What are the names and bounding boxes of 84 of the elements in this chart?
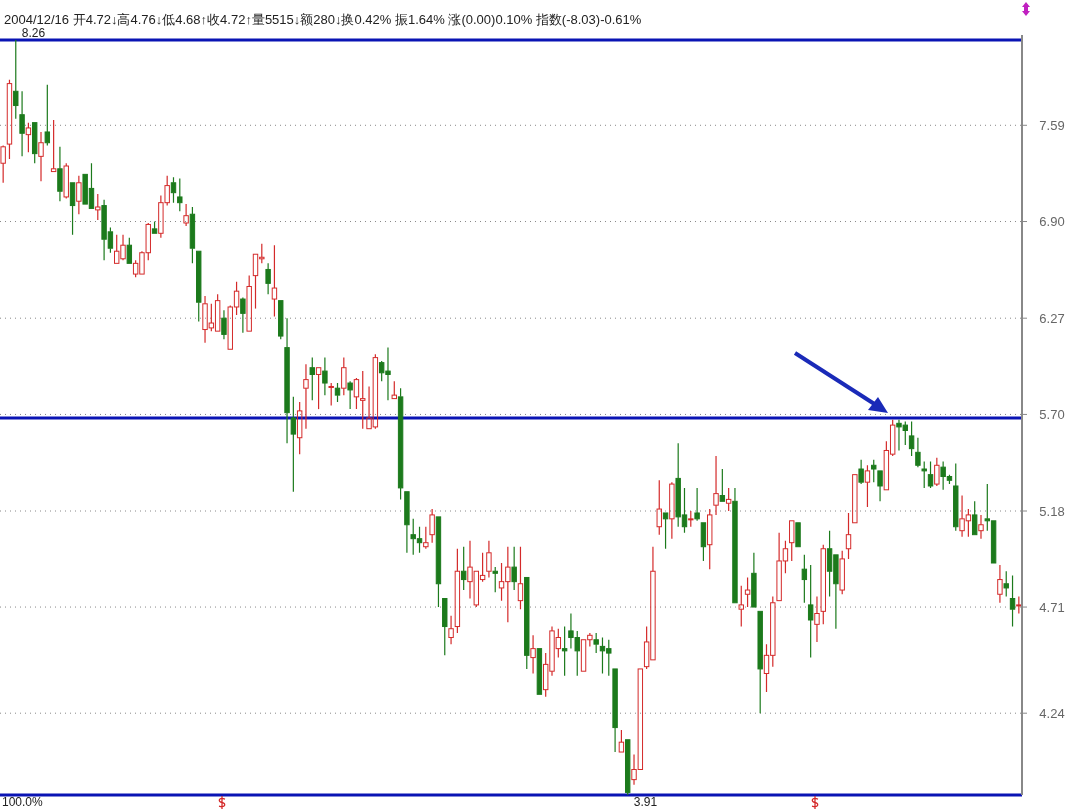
candlestick — [921, 460, 927, 489]
candlestick — [757, 610, 763, 714]
candlestick — [1003, 570, 1009, 597]
candlestick — [284, 317, 290, 444]
candlestick — [309, 357, 315, 401]
candlestick — [669, 481, 675, 540]
candlestick — [265, 262, 271, 295]
candlestick — [442, 598, 448, 656]
candlestick — [1009, 574, 1016, 628]
candlestick — [0, 146, 6, 184]
candlestick — [738, 585, 744, 628]
candlestick — [725, 487, 732, 512]
text: 100.0% — [2, 795, 44, 809]
candlestick — [448, 615, 454, 645]
candlestick — [38, 131, 44, 182]
candlestick — [732, 487, 738, 604]
candlestick — [814, 595, 820, 643]
y-tick-label: 5.70 — [1039, 406, 1065, 422]
candlestick — [347, 380, 353, 410]
candlestick — [290, 396, 297, 493]
candlestick — [296, 401, 303, 455]
candlestick — [76, 175, 82, 215]
candlestick — [744, 576, 751, 608]
candlestick — [183, 203, 189, 227]
candlestick — [694, 487, 700, 522]
candlestick — [177, 177, 183, 212]
y-tick-label: 5.18 — [1039, 503, 1065, 519]
candlestick — [511, 546, 517, 591]
candlestick — [997, 564, 1003, 604]
candlestick — [492, 566, 498, 593]
candlestick — [978, 514, 984, 540]
y-tick-label: 4.71 — [1039, 599, 1065, 615]
candlestick — [908, 420, 915, 457]
y-tick-label: 4.24 — [1039, 705, 1065, 721]
candlestick — [50, 119, 57, 173]
candlestick — [801, 554, 808, 604]
candlestick — [953, 462, 959, 532]
candlestick — [751, 552, 757, 608]
candlestick — [915, 437, 921, 468]
candlestick — [789, 520, 795, 562]
candlestick — [315, 367, 322, 410]
y-tick-label: 6.90 — [1039, 214, 1065, 230]
text: 2004/12/16 开4.72↓高4.76↓低4.68↑收4.72↑量5515↓额280↓换0.42% 振1.64% 涨(0.00)0.10% 指数(-8.03)-0.61% — [4, 12, 642, 27]
candlestick — [95, 193, 101, 221]
candlestick — [69, 182, 76, 236]
candlestick — [845, 512, 852, 560]
y-tick-label: 7.59 — [1039, 117, 1065, 133]
candlestick — [656, 479, 662, 536]
candlestick — [612, 668, 618, 753]
candlestick — [530, 634, 536, 675]
candlestick — [6, 79, 13, 160]
candlestick — [397, 387, 404, 500]
candlestick — [713, 455, 719, 516]
candlestick — [189, 206, 196, 264]
candlestick — [561, 625, 568, 677]
candlestick — [707, 508, 713, 570]
candlestick — [719, 468, 726, 502]
candlestick — [486, 540, 492, 579]
candlestick — [517, 546, 524, 610]
candlestick — [858, 459, 864, 485]
candlestick — [460, 546, 467, 591]
candlestick — [404, 491, 410, 554]
candlestick — [328, 382, 334, 407]
candlestick — [271, 244, 278, 318]
candlestick — [221, 309, 227, 340]
annotation: 8.26 — [21, 25, 46, 40]
candlestick — [19, 90, 25, 157]
candlestick — [662, 512, 669, 550]
candlestick — [360, 370, 366, 430]
candlestick — [44, 84, 51, 147]
candlestick — [322, 357, 328, 396]
candlestick — [13, 39, 19, 120]
candlestick — [871, 459, 877, 483]
candlestick — [25, 122, 32, 153]
candlestick — [877, 470, 883, 502]
candlestick — [57, 146, 63, 202]
y-tick-label: 6.27 — [1039, 310, 1065, 326]
candlestick — [807, 564, 814, 659]
candlestick — [429, 508, 435, 544]
candlestick — [454, 548, 461, 634]
candlestick — [240, 296, 246, 334]
annotation: 3.91 — [633, 795, 658, 809]
candlestick — [864, 464, 871, 508]
candlestick — [303, 363, 309, 430]
